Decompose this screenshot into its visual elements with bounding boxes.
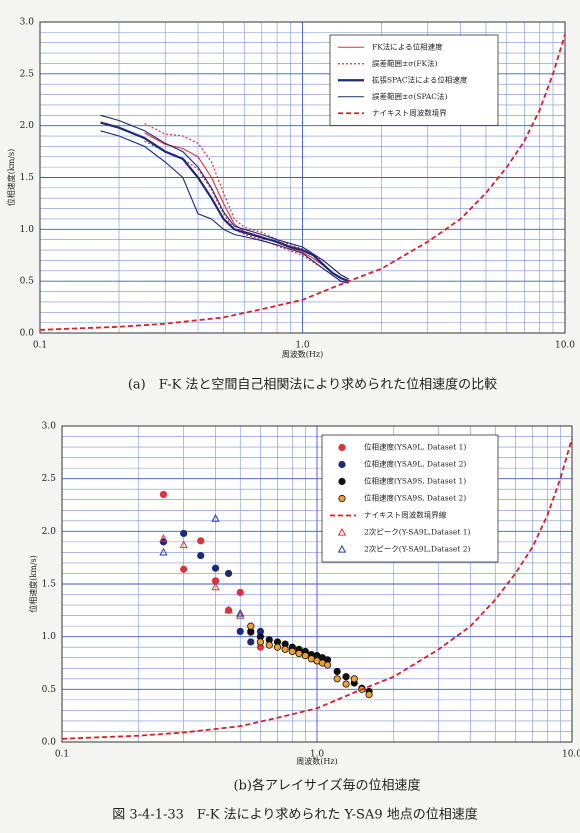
data-point	[159, 547, 168, 556]
series-line	[39, 34, 566, 331]
data-point	[333, 675, 341, 683]
data-point	[342, 673, 350, 681]
y-tick-label: 2.0	[42, 527, 57, 537]
data-point	[180, 529, 188, 538]
y-tick-label: 2.5	[20, 69, 35, 79]
data-point	[159, 490, 168, 499]
data-point	[301, 652, 309, 660]
data-point	[323, 661, 332, 669]
legend-label: 2次ピーク(Y-SA9L,Dataset 1)	[364, 527, 470, 537]
data-point	[281, 645, 289, 653]
data-point	[295, 649, 303, 658]
data-point	[236, 608, 245, 617]
data-point	[342, 680, 350, 688]
data-point	[224, 605, 233, 614]
y-tick-label: 3.0	[42, 422, 57, 432]
chart-caption: (b)各アレイサイズ毎の位相速度	[233, 778, 420, 794]
y-tick-label: 0.5	[42, 685, 57, 695]
data-point	[236, 588, 244, 597]
data-point	[247, 622, 255, 630]
data-point	[211, 564, 220, 572]
legend-label: 誤差範囲±σ(SPAC法)	[372, 91, 447, 101]
legend-label: 位相速度(YSA9L, Dataset 2)	[364, 459, 466, 469]
x-tick-label: 10.0	[555, 341, 575, 351]
figure-caption: 図 3-4-1-33 F-K 法により求められた Y-SA9 地点の位相速度	[112, 807, 477, 823]
legend-label: FK法による位相速度	[372, 41, 443, 51]
data-point	[247, 638, 255, 646]
x-tick-label: 0.1	[33, 341, 47, 351]
data-point	[288, 647, 296, 656]
y-tick-label: 2.5	[42, 474, 57, 484]
legend-label: 位相速度(YSA9S, Dataset 1)	[364, 476, 466, 486]
legend-label: ナイキスト周波数境界線	[364, 510, 447, 520]
legend-label: 拡張SPAC法による位相速度	[372, 74, 468, 84]
x-tick-label: 1.0	[295, 341, 310, 351]
data-point	[236, 610, 245, 619]
y-tick-label: 3.0	[20, 18, 35, 28]
plot-frame	[61, 425, 573, 743]
data-point	[159, 538, 168, 546]
legend-marker	[338, 494, 346, 503]
y-tick-label: 0.0	[20, 329, 35, 339]
data-point	[333, 667, 341, 676]
data-point	[197, 551, 205, 560]
data-point	[365, 690, 373, 699]
data-point	[350, 675, 358, 683]
data-point	[256, 638, 265, 646]
data-point	[197, 537, 205, 545]
legend-marker	[337, 527, 347, 536]
data-point	[265, 641, 273, 649]
series-line	[100, 114, 349, 280]
data-point	[180, 565, 188, 573]
x-axis-label: 周波数(Hz)	[296, 756, 337, 766]
data-point	[159, 534, 168, 542]
legend-marker	[337, 544, 347, 553]
y-tick-label: 0.5	[20, 277, 35, 287]
plot-frame	[39, 21, 566, 334]
legend-marker	[338, 443, 346, 452]
data-point	[211, 514, 220, 522]
y-tick-label: 1.5	[20, 173, 35, 183]
legend-box	[321, 434, 499, 563]
legend-label: 位相速度(YSA9L, Dataset 1)	[364, 442, 466, 452]
y-tick-label: 1.0	[42, 632, 57, 642]
series-line	[100, 130, 349, 284]
legend-marker	[338, 477, 346, 486]
x-axis-label: 周波数(Hz)	[282, 349, 323, 359]
legend-label: 誤差範囲±σ(FK法)	[372, 58, 438, 68]
y-axis-label: 位相速度(km/s)	[6, 149, 16, 206]
data-point	[211, 582, 220, 591]
y-tick-label: 1.0	[20, 225, 35, 235]
legend-label: ナイキスト周波数境界	[372, 107, 447, 117]
data-point	[179, 540, 188, 549]
legend-label: 位相速度(YSA9S, Dataset 2)	[364, 493, 466, 503]
y-tick-label: 1.5	[42, 580, 57, 590]
y-tick-label: 0.0	[42, 738, 57, 748]
series-line	[100, 121, 350, 283]
y-axis-label: 位相速度(km/s)	[28, 555, 38, 612]
legend-marker	[338, 460, 346, 469]
chart-caption: (a) F-K 法と空間自己相関法により求められた位相速度の比較	[128, 377, 497, 393]
x-tick-label: 10.0	[562, 750, 580, 760]
x-tick-label: 1.0	[310, 750, 325, 760]
legend-label: 2次ピーク(Y-SA9L,Dataset 2)	[364, 544, 470, 554]
data-point	[224, 569, 233, 578]
data-point	[273, 643, 282, 651]
data-point	[236, 627, 244, 636]
x-tick-label: 0.1	[55, 750, 69, 760]
y-tick-label: 2.0	[20, 121, 35, 131]
